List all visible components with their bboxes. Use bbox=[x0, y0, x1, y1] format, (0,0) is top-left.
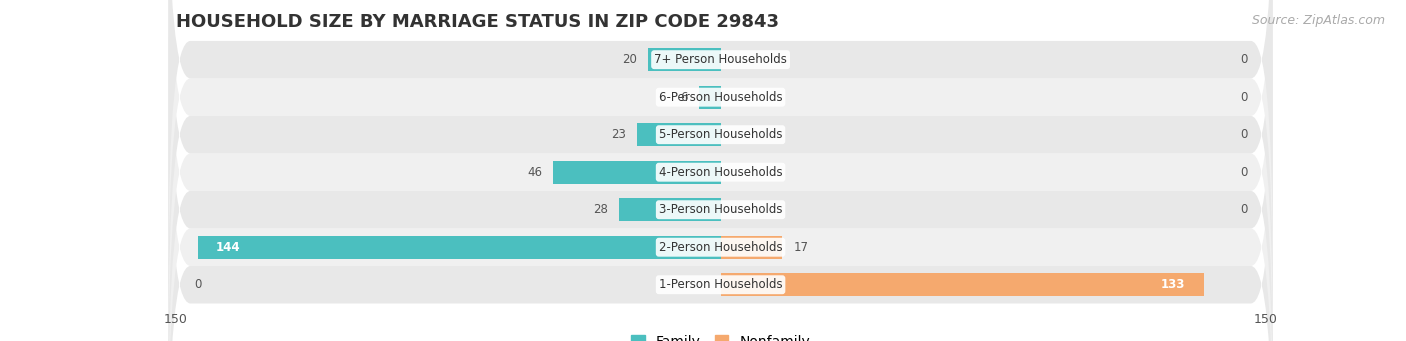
Text: 1-Person Households: 1-Person Households bbox=[659, 278, 782, 291]
Text: Source: ZipAtlas.com: Source: ZipAtlas.com bbox=[1251, 14, 1385, 27]
FancyBboxPatch shape bbox=[169, 0, 1272, 266]
Bar bbox=[648, 48, 721, 71]
Legend: Family, Nonfamily: Family, Nonfamily bbox=[626, 329, 815, 341]
Text: 5-Person Households: 5-Person Households bbox=[659, 128, 782, 141]
Text: HOUSEHOLD SIZE BY MARRIAGE STATUS IN ZIP CODE 29843: HOUSEHOLD SIZE BY MARRIAGE STATUS IN ZIP… bbox=[176, 13, 779, 31]
Text: 7+ Person Households: 7+ Person Households bbox=[654, 53, 787, 66]
Text: 0: 0 bbox=[1240, 91, 1247, 104]
FancyBboxPatch shape bbox=[169, 3, 1272, 341]
Text: 2-Person Households: 2-Person Households bbox=[659, 241, 782, 254]
Bar bbox=[554, 161, 721, 184]
Bar bbox=[721, 236, 782, 259]
Bar bbox=[637, 123, 721, 146]
Bar bbox=[619, 198, 721, 221]
Text: 0: 0 bbox=[194, 278, 201, 291]
Text: 0: 0 bbox=[1240, 128, 1247, 141]
FancyBboxPatch shape bbox=[169, 41, 1272, 341]
Text: 20: 20 bbox=[623, 53, 637, 66]
Text: 0: 0 bbox=[1240, 166, 1247, 179]
Text: 133: 133 bbox=[1161, 278, 1185, 291]
FancyBboxPatch shape bbox=[169, 0, 1272, 341]
FancyBboxPatch shape bbox=[169, 0, 1272, 303]
Text: 0: 0 bbox=[1240, 53, 1247, 66]
Text: 17: 17 bbox=[793, 241, 808, 254]
Text: 6: 6 bbox=[681, 91, 688, 104]
Bar bbox=[197, 236, 721, 259]
Text: 23: 23 bbox=[612, 128, 626, 141]
Bar bbox=[699, 86, 721, 109]
Text: 6-Person Households: 6-Person Households bbox=[659, 91, 782, 104]
FancyBboxPatch shape bbox=[169, 0, 1272, 341]
FancyBboxPatch shape bbox=[169, 78, 1272, 341]
Text: 28: 28 bbox=[593, 203, 607, 216]
Text: 3-Person Households: 3-Person Households bbox=[659, 203, 782, 216]
Text: 4-Person Households: 4-Person Households bbox=[659, 166, 782, 179]
Text: 144: 144 bbox=[215, 241, 240, 254]
Text: 0: 0 bbox=[1240, 203, 1247, 216]
Bar bbox=[721, 273, 1204, 296]
Text: 46: 46 bbox=[527, 166, 543, 179]
